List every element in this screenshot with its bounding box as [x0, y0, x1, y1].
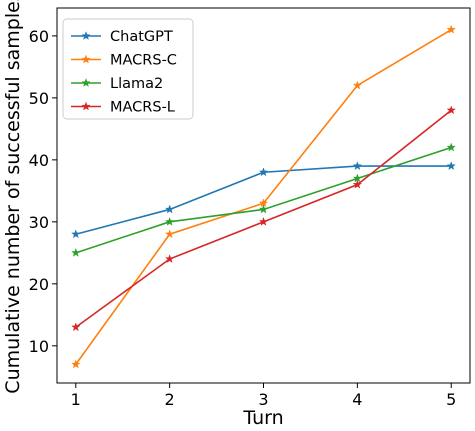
legend-marker	[81, 101, 91, 111]
x-tick-label: 5	[446, 390, 456, 409]
data-point-chatgpt	[164, 204, 175, 214]
x-tick-label: 3	[258, 390, 268, 409]
data-point-macrs-l	[446, 105, 456, 115]
y-tick-label: 20	[29, 275, 49, 294]
series-llama2	[71, 142, 456, 257]
legend-item-llama2: Llama2	[71, 76, 163, 92]
series-macrs-l	[71, 105, 456, 332]
data-point-chatgpt	[352, 161, 363, 171]
legend-marker	[81, 78, 91, 88]
y-axis: 10 20 30 40 50 60	[29, 27, 57, 356]
legend-marker	[81, 31, 91, 41]
y-tick-label: 30	[29, 213, 49, 232]
x-axis-label: Turn	[242, 407, 283, 429]
data-point-macrs-c	[164, 229, 175, 239]
legend-label: Llama2	[110, 76, 163, 92]
data-point-chatgpt	[71, 229, 81, 239]
x-tick-label: 2	[165, 390, 175, 409]
data-point-macrs-l	[164, 254, 175, 264]
x-tick-label: 1	[71, 390, 81, 409]
x-axis: 1 2 3 4 5	[71, 383, 456, 409]
data-point-chatgpt	[258, 167, 269, 177]
series-chatgpt	[71, 161, 456, 239]
series-macrs-c	[71, 24, 456, 369]
data-point-llama2	[71, 247, 81, 257]
data-point-macrs-c	[446, 24, 456, 34]
legend-marker	[81, 54, 91, 64]
data-point-macrs-c	[71, 359, 81, 369]
legend-item-chatgpt: ChatGPT	[71, 29, 173, 45]
data-point-llama2	[164, 216, 175, 226]
data-point-llama2	[446, 142, 456, 152]
y-tick-label: 60	[29, 27, 49, 46]
data-point-llama2	[258, 204, 269, 214]
data-point-macrs-l	[352, 179, 363, 189]
legend-label: ChatGPT	[110, 29, 173, 45]
y-axis-label: Cumulative number of successful samples	[2, 0, 24, 394]
data-point-macrs-c	[352, 80, 363, 90]
legend-label: MACRS-C	[110, 53, 177, 69]
data-point-macrs-l	[258, 216, 269, 226]
x-tick-label: 4	[352, 390, 362, 409]
y-tick-label: 40	[29, 151, 49, 170]
legend-item-macrs-c: MACRS-C	[71, 53, 177, 69]
data-point-macrs-l	[71, 322, 81, 332]
y-tick-label: 10	[29, 337, 49, 356]
legend-label: MACRS-L	[110, 100, 175, 116]
legend-box	[62, 18, 194, 120]
data-point-chatgpt	[446, 161, 456, 171]
series-layer	[71, 24, 456, 369]
legend: ChatGPT MACRS-C Llama2 MACRS-L	[62, 18, 194, 120]
y-tick-label: 50	[29, 89, 49, 108]
legend-item-macrs-l: MACRS-L	[71, 100, 175, 116]
